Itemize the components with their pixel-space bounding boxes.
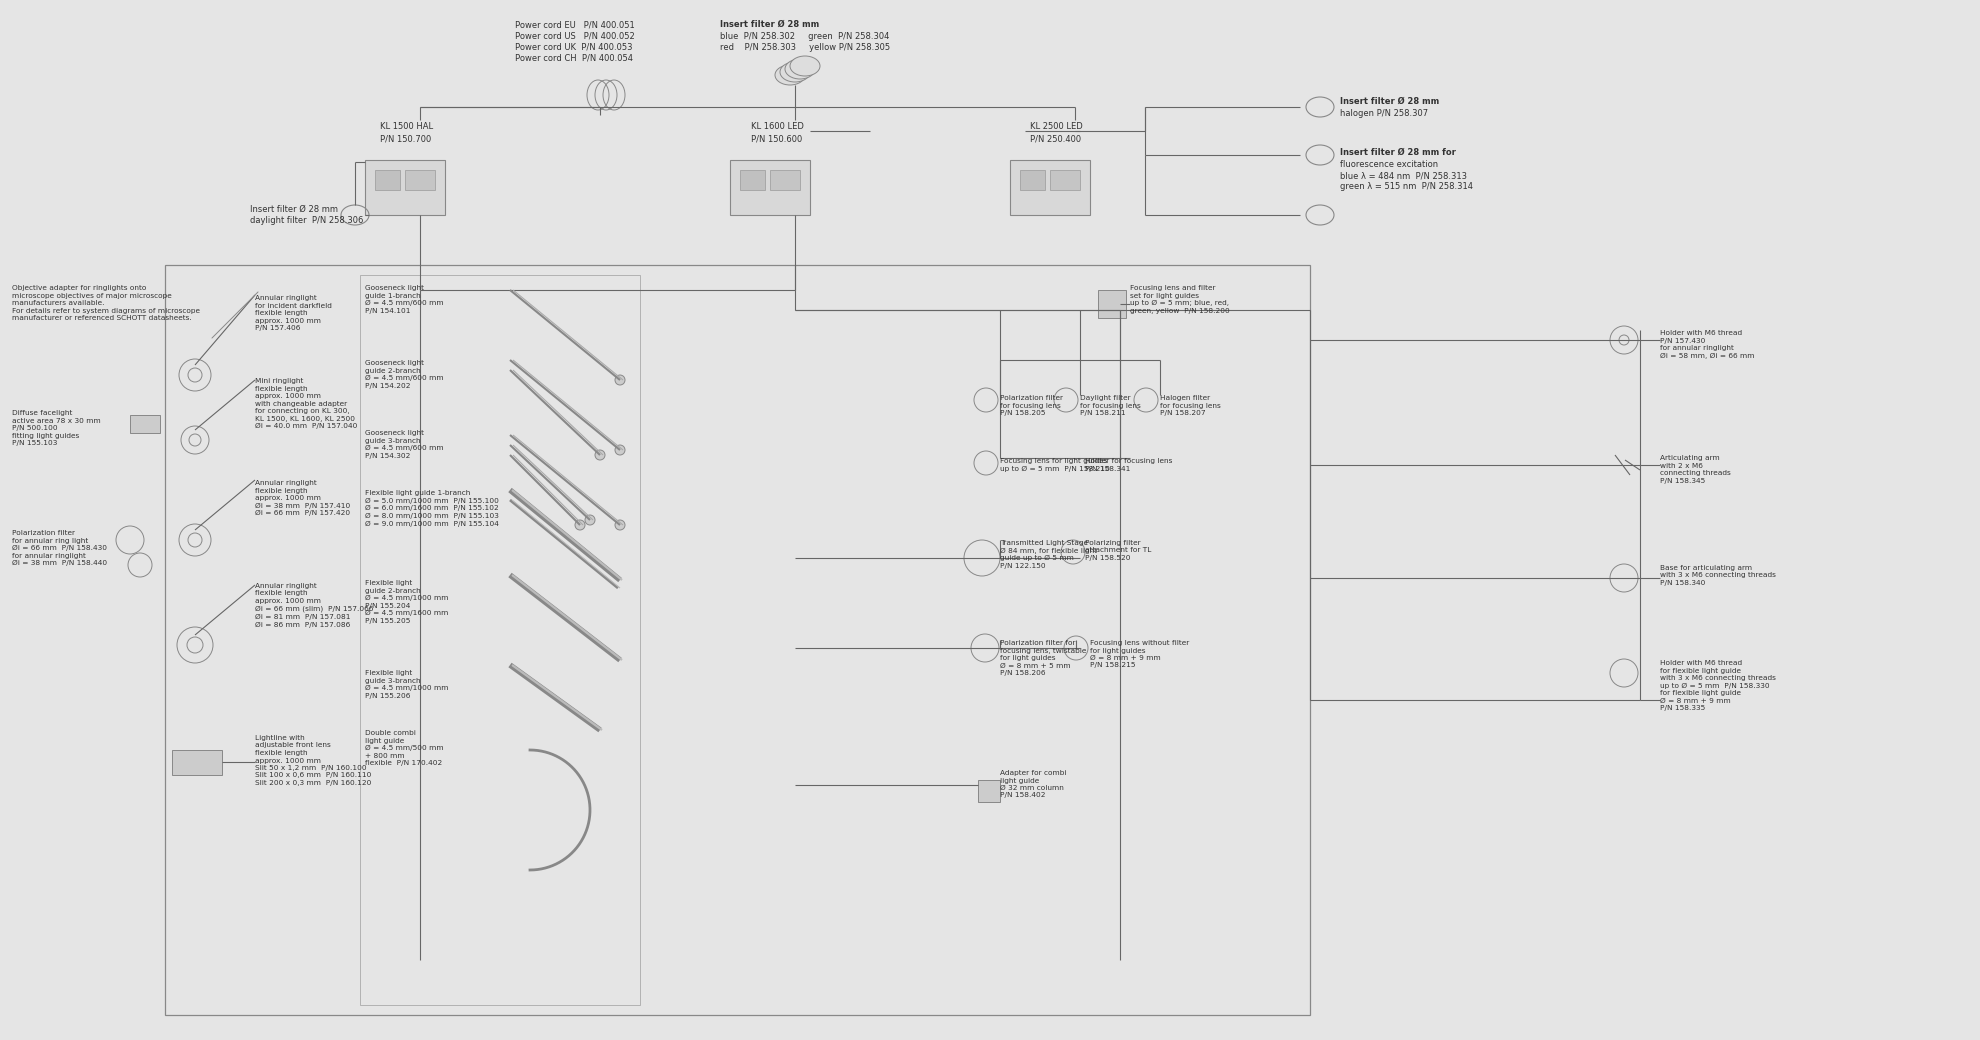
Text: Lightline with
adjustable front lens
flexible length
approx. 1000 mm
Slit 50 x 1: Lightline with adjustable front lens fle…: [255, 735, 372, 786]
Text: Gooseneck light
guide 2-branch
Ø = 4.5 mm/600 mm
P/N 154.202: Gooseneck light guide 2-branch Ø = 4.5 m…: [364, 360, 444, 389]
Text: Diffuse facelight
active area 78 x 30 mm
P/N 500.100
fitting light guides
P/N 15: Diffuse facelight active area 78 x 30 mm…: [12, 410, 101, 446]
Text: Gooseneck light
guide 3-branch
Ø = 4.5 mm/600 mm
P/N 154.302: Gooseneck light guide 3-branch Ø = 4.5 m…: [364, 430, 444, 459]
Text: Gooseneck light
guide 1-branch
Ø = 4.5 mm/600 mm
P/N 154.101: Gooseneck light guide 1-branch Ø = 4.5 m…: [364, 285, 444, 314]
Bar: [172, 750, 222, 775]
Bar: [1099, 290, 1127, 318]
Text: Holder for focusing lens
P/N 158.341: Holder for focusing lens P/N 158.341: [1085, 458, 1172, 471]
Circle shape: [616, 445, 626, 456]
Text: Annular ringlight
flexible length
approx. 1000 mm
Øi = 66 mm (slim)  P/N 157.066: Annular ringlight flexible length approx…: [255, 583, 374, 627]
Text: Annular ringlight
for incident darkfield
flexible length
approx. 1000 mm
P/N 157: Annular ringlight for incident darkfield…: [255, 295, 333, 331]
Bar: [131, 415, 160, 433]
Circle shape: [584, 515, 596, 525]
Text: halogen P/N 258.307: halogen P/N 258.307: [1340, 109, 1428, 118]
Text: Double combi
light guide
Ø = 4.5 mm/500 mm
+ 800 mm
flexible  P/N 170.402: Double combi light guide Ø = 4.5 mm/500 …: [364, 730, 444, 766]
Text: Polarization filter for
focusing lens, twistable
for light guides
Ø = 8 mm + 5 m: Polarization filter for focusing lens, t…: [1000, 640, 1087, 676]
Text: Articulating arm
with 2 x M6
connecting threads
P/N 158.345: Articulating arm with 2 x M6 connecting …: [1659, 456, 1731, 484]
Text: Focusing lens for light guides
up to Ø = 5 mm  P/N 158.210: Focusing lens for light guides up to Ø =…: [1000, 458, 1111, 472]
Bar: [364, 160, 446, 215]
Ellipse shape: [780, 62, 810, 82]
Text: Daylight filter
for focusing lens
P/N 158.211: Daylight filter for focusing lens P/N 15…: [1079, 395, 1140, 416]
Text: Insert filter Ø 28 mm: Insert filter Ø 28 mm: [721, 20, 820, 29]
Ellipse shape: [774, 66, 806, 85]
Bar: [741, 170, 764, 190]
Text: KL 1600 LED: KL 1600 LED: [750, 122, 804, 131]
Circle shape: [574, 520, 584, 530]
Bar: [1010, 160, 1091, 215]
Bar: [1049, 170, 1079, 190]
Bar: [731, 160, 810, 215]
Text: Power cord EU   P/N 400.051
Power cord US   P/N 400.052
Power cord UK  P/N 400.0: Power cord EU P/N 400.051 Power cord US …: [515, 20, 636, 62]
Text: Insert filter Ø 28 mm
daylight filter  P/N 258.306: Insert filter Ø 28 mm daylight filter P/…: [249, 205, 364, 225]
Text: Focusing lens without filter
for light guides
Ø = 8 mm + 9 mm
P/N 158.215: Focusing lens without filter for light g…: [1091, 640, 1190, 669]
Bar: [770, 170, 800, 190]
Circle shape: [616, 520, 626, 530]
Text: Flexible light
guide 2-branch
Ø = 4.5 mm/1000 mm
P/N 155.204
Ø = 4.5 mm/1600 mm
: Flexible light guide 2-branch Ø = 4.5 mm…: [364, 580, 449, 624]
Text: Mini ringlight
flexible length
approx. 1000 mm
with changeable adapter
for conne: Mini ringlight flexible length approx. 1…: [255, 378, 356, 430]
Text: Transmitted Light Stage
Ø 84 mm, for flexible light
guide up to Ø 5 mm
P/N 122.1: Transmitted Light Stage Ø 84 mm, for fle…: [1000, 540, 1097, 569]
Text: Annular ringlight
flexible length
approx. 1000 mm
Øi = 38 mm  P/N 157.410
Øi = 6: Annular ringlight flexible length approx…: [255, 480, 350, 517]
Circle shape: [596, 450, 606, 460]
Circle shape: [616, 375, 626, 385]
Text: Holder with M6 thread
for flexible light guide
with 3 x M6 connecting threads
up: Holder with M6 thread for flexible light…: [1659, 660, 1776, 711]
Text: Objective adapter for ringlights onto
microscope objectives of major microscope
: Objective adapter for ringlights onto mi…: [12, 285, 200, 321]
Bar: [374, 170, 400, 190]
Text: Polarization filter
for annular ring light
Øi = 66 mm  P/N 158.430
for annular r: Polarization filter for annular ring lig…: [12, 530, 107, 567]
Bar: [360, 275, 640, 1005]
Text: Flexible light
guide 3-branch
Ø = 4.5 mm/1000 mm
P/N 155.206: Flexible light guide 3-branch Ø = 4.5 mm…: [364, 670, 449, 699]
Text: Adapter for combi
light guide
Ø 32 mm column
P/N 158.402: Adapter for combi light guide Ø 32 mm co…: [1000, 770, 1067, 799]
Text: KL 1500 HAL: KL 1500 HAL: [380, 122, 434, 131]
Bar: [164, 265, 1311, 1015]
Text: Halogen filter
for focusing lens
P/N 158.207: Halogen filter for focusing lens P/N 158…: [1160, 395, 1222, 416]
Text: Insert filter Ø 28 mm: Insert filter Ø 28 mm: [1340, 97, 1439, 106]
Text: Polarizing filter
attachment for TL
P/N 158.520: Polarizing filter attachment for TL P/N …: [1085, 540, 1152, 561]
Text: Insert filter Ø 28 mm for: Insert filter Ø 28 mm for: [1340, 148, 1455, 157]
Text: Base for articulating arm
with 3 x M6 connecting threads
P/N 158.340: Base for articulating arm with 3 x M6 co…: [1659, 565, 1776, 586]
Text: blue  P/N 258.302     green  P/N 258.304
red    P/N 258.303     yellow P/N 258.3: blue P/N 258.302 green P/N 258.304 red P…: [721, 32, 891, 52]
Ellipse shape: [784, 59, 816, 79]
Text: P/N 150.600: P/N 150.600: [750, 134, 802, 144]
Ellipse shape: [790, 56, 820, 76]
Bar: [406, 170, 436, 190]
Text: fluorescence excitation
blue λ = 484 nm  P/N 258.313
green λ = 515 nm  P/N 258.3: fluorescence excitation blue λ = 484 nm …: [1340, 160, 1473, 191]
Text: Focusing lens and filter
set for light guides
up to Ø = 5 mm; blue, red,
green, : Focusing lens and filter set for light g…: [1131, 285, 1230, 314]
Bar: [1020, 170, 1045, 190]
Text: P/N 150.700: P/N 150.700: [380, 134, 432, 144]
Bar: [978, 780, 1000, 802]
Text: Flexible light guide 1-branch
Ø = 5.0 mm/1000 mm  P/N 155.100
Ø = 6.0 mm/1600 mm: Flexible light guide 1-branch Ø = 5.0 mm…: [364, 490, 499, 526]
Text: Holder with M6 thread
P/N 157.430
for annular ringlight
Øi = 58 mm, Øi = 66 mm: Holder with M6 thread P/N 157.430 for an…: [1659, 330, 1754, 359]
Text: Polarization filter
for focusing lens
P/N 158.205: Polarization filter for focusing lens P/…: [1000, 395, 1063, 416]
Text: KL 2500 LED: KL 2500 LED: [1030, 122, 1083, 131]
Text: P/N 250.400: P/N 250.400: [1030, 134, 1081, 144]
